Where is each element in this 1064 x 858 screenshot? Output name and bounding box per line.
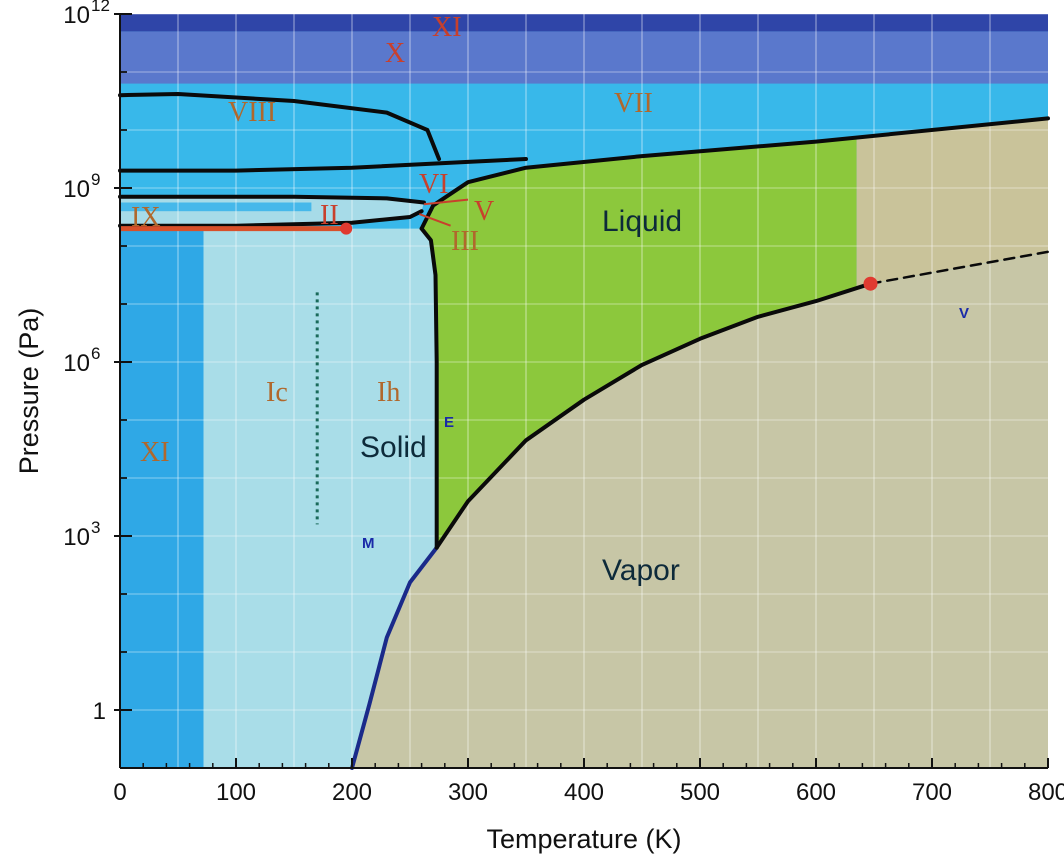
supercritical-dashed-line (869, 250, 1050, 285)
ice-ii-bottom-boundary (118, 209, 424, 228)
ice-xi-top-region (120, 14, 1048, 32)
vapor-region (352, 251, 1048, 769)
point-label-e: E (444, 414, 454, 431)
y-tick-label: 10 (63, 176, 90, 203)
ice-ix-band (120, 202, 312, 212)
grid (120, 13, 1048, 768)
phase-label-viii: VIII (228, 97, 276, 128)
region-label-solid: Solid (360, 431, 427, 464)
y-tick-label: 10 (63, 524, 90, 551)
y-tick-label: 1 (93, 698, 106, 725)
x-tick-label: 600 (796, 779, 836, 806)
ice-xi-region (120, 228, 204, 769)
phase-label-ii: II (320, 200, 339, 231)
x-tick-label: 400 (564, 779, 604, 806)
vaporization-curve (434, 281, 873, 550)
pointer-line-v (423, 198, 469, 206)
ice-viii-boundary (118, 92, 441, 161)
region-label-liquid: Liquid (602, 205, 682, 238)
ice-ii-top-boundary (118, 194, 426, 205)
melting-curve-ih (419, 226, 439, 550)
solid-region (203, 228, 437, 769)
phase-label-ic: Ic (266, 377, 288, 408)
triple-point-marker (340, 222, 353, 235)
ice-x-region (120, 31, 1048, 84)
y-tick-label-exponent: 9 (91, 170, 100, 189)
x-tick-label: 800 (1028, 779, 1064, 806)
x-tick-label: 700 (912, 779, 952, 806)
x-tick-label: 500 (680, 779, 720, 806)
x-axis-title: Temperature (K) (486, 824, 681, 854)
phase-label-xi-low: XI (140, 437, 170, 468)
x-tick-label: 0 (113, 779, 126, 806)
y-tick-label: 10 (63, 2, 90, 29)
phase-label-vi: VI (419, 169, 449, 200)
supercritical-region (856, 118, 1048, 290)
y-tick-label-exponent: 6 (91, 344, 100, 363)
phase-label-ih: Ih (377, 377, 400, 408)
sublimation-curve (350, 545, 439, 770)
y-tick-label-exponent: 3 (91, 518, 100, 537)
pointer-line-iii (418, 213, 451, 227)
point-label-v: V (959, 305, 969, 322)
phase-label-iii: III (451, 226, 479, 257)
melting-curve-high-pressure (419, 116, 1050, 231)
ice-vii-boundary (118, 157, 528, 173)
x-tick-label: 200 (332, 779, 372, 806)
y-tick-label-exponent: 12 (91, 0, 110, 15)
region-label-vapor: Vapor (602, 554, 680, 587)
phase-label-x: X (385, 38, 405, 69)
plot-area (118, 13, 1050, 770)
x-tick-label: 300 (448, 779, 488, 806)
phase-label-vii: VII (614, 88, 653, 119)
critical-point-marker (863, 276, 878, 291)
phase-label-ix: IX (131, 202, 161, 233)
liquid-region (421, 138, 857, 548)
phase-label-v: V (474, 196, 494, 227)
y-axis-title: Pressure (Pa) (14, 308, 44, 475)
phase-label-xi-top: XI (432, 12, 462, 43)
y-tick-label: 10 (63, 350, 90, 377)
x-tick-label: 100 (216, 779, 256, 806)
point-label-m: M (362, 535, 375, 552)
